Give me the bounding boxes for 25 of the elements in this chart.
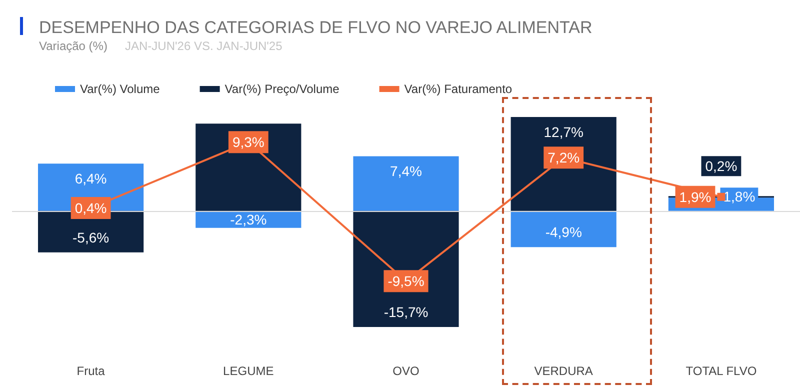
x-tick-label: TOTAL FLVO — [686, 364, 757, 378]
legend-label: Var(%) Faturamento — [404, 82, 512, 96]
x-tick-label: VERDURA — [534, 364, 593, 378]
x-tick-label: LEGUME — [223, 364, 274, 378]
bar — [510, 210, 616, 248]
data-label: 0,2% — [705, 158, 738, 174]
bar — [510, 117, 616, 211]
bar — [353, 156, 459, 211]
data-label: -15,7% — [384, 304, 428, 320]
legend-label: Var(%) Volume — [80, 82, 160, 96]
bar — [353, 210, 459, 327]
data-label: -5,6% — [72, 229, 110, 246]
chart-subtitle: Variação (%) — [39, 39, 108, 53]
legend-label: Var(%) Preço/Volume — [224, 82, 340, 96]
chart-title: DESEMPENHO DAS CATEGORIAS DE FLVO NO VAREJO ALIMENTAR — [39, 18, 592, 37]
text: JAN-JUN'26 VS. JAN-JUN'25 — [125, 39, 283, 53]
data-label: 1,9% — [679, 188, 712, 205]
x-tick-label: OVO — [392, 364, 420, 378]
data-label: 12,7% — [544, 124, 584, 140]
data-label: -4,9% — [545, 224, 582, 240]
data-label: -9,5% — [388, 273, 424, 290]
data-label: -2,3% — [230, 211, 267, 228]
x-tick-label: Fruta — [76, 364, 106, 378]
data-label: 6,4% — [74, 170, 107, 187]
data-label: 7,4% — [390, 163, 422, 180]
